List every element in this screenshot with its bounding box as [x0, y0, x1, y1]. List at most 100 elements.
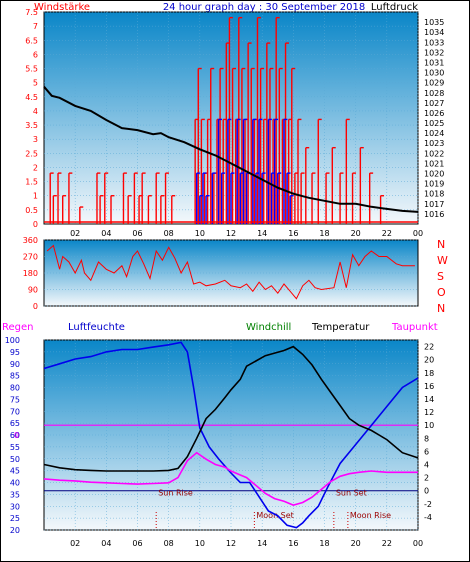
humidity-tick-label: 20: [10, 526, 20, 535]
pressure-tick-label: 1017: [424, 200, 444, 209]
hour-axis-ticks: 02 04 06 08 10 12 14 16 18 20 22 00: [70, 229, 423, 238]
humidity-tick-label: 90: [10, 360, 20, 369]
taupunkt-label: Taupunkt: [391, 322, 438, 333]
wind-tick-label: 1.5: [25, 178, 38, 187]
humidity-tick-label: 25: [10, 514, 20, 523]
wind-bars: [44, 16, 418, 224]
hour-tick-label: 22: [382, 229, 392, 238]
humidity-tick-label: 65: [10, 419, 20, 428]
temperature-tick-label: -2: [424, 500, 432, 509]
bottom-hour-tick-label: 06: [132, 539, 142, 548]
compass-label: N: [437, 302, 445, 315]
wind-direction-grid: [44, 239, 418, 307]
wind-axis-ticks: 0 0.5 1 1.5 2 2.5 3 3.5 4 4.5 5 5.5 6 6.5 7 7.5: [25, 8, 38, 229]
hour-tick-label: 18: [319, 229, 329, 238]
luftfeuchte-line: [43, 341, 419, 529]
pressure-line-path: [43, 86, 419, 213]
temperature-tick-label: 0: [424, 487, 429, 496]
humidity-tick-label: 35: [10, 490, 20, 499]
wind-tick-label: 2: [33, 163, 38, 172]
wind-pressure-grid: [44, 11, 419, 224]
temperature-tick-label: 18: [424, 369, 434, 378]
hour-tick-label: 20: [351, 229, 361, 238]
pressure-axis-title: Luftdruck: [371, 2, 418, 13]
wind-tick-label: 3.5: [25, 121, 38, 130]
pressure-tick-label: 1021: [424, 159, 444, 168]
pressure-tick-label: 1022: [424, 149, 444, 158]
humidity-temperature-lines: [43, 341, 419, 529]
pressure-tick-label: 1033: [424, 38, 444, 47]
compass-label: O: [437, 286, 446, 299]
temperature-tick-label: 10: [424, 421, 434, 430]
humidity-tick-label: 30: [10, 502, 20, 511]
event-label-sun-set: Sun Set: [336, 489, 367, 498]
temperature-tick-label: 8: [424, 434, 429, 443]
humidity-tick-label: 85: [10, 372, 20, 381]
hour-tick-label: 04: [101, 229, 111, 238]
direction-tick-label: 270: [23, 253, 38, 262]
bottom-hour-tick-label: 18: [319, 539, 329, 548]
humidity-tick-label: 45: [10, 467, 20, 476]
regen-zero-label: 0: [14, 431, 19, 440]
pressure-tick-label: 1019: [424, 180, 444, 189]
wind-tick-label: 5.5: [25, 65, 38, 74]
bottom-hour-tick-label: 08: [164, 539, 174, 548]
pressure-tick-label: 1032: [424, 48, 444, 57]
hour-tick-label: 02: [70, 229, 80, 238]
temperatur-line: [43, 345, 419, 472]
wind-tick-label: 1: [33, 192, 38, 201]
direction-tick-label: 180: [23, 269, 38, 278]
compass-label: S: [437, 270, 444, 283]
wind-tick-label: 6.5: [25, 36, 38, 45]
pressure-tick-label: 1028: [424, 89, 444, 98]
temperature-tick-label: 20: [424, 356, 434, 365]
wind-tick-label: 7.5: [25, 8, 38, 17]
bottom-hour-tick-label: 16: [288, 539, 298, 548]
pressure-tick-label: 1029: [424, 79, 444, 88]
humidity-tick-label: 100: [5, 336, 20, 345]
humidity-tick-label: 55: [10, 443, 20, 452]
humidity-temperature-grid: [44, 339, 419, 531]
temperature-tick-label: 6: [424, 447, 429, 456]
humidity-tick-label: 70: [10, 407, 20, 416]
wind-tick-label: 4.5: [25, 93, 38, 102]
bottom-hour-tick-label: 12: [226, 539, 236, 548]
bottom-hour-tick-label: 10: [195, 539, 205, 548]
bottom-hour-tick-label: 20: [351, 539, 361, 548]
temperature-axis-ticks: -4 -2 0 2 4 6 8 10 12 14 16 18 20 22: [424, 343, 434, 522]
bottom-hour-tick-label: 14: [257, 539, 267, 548]
temperature-tick-label: 12: [424, 408, 434, 417]
chart-title: 24 hour graph day : 30 September 2018: [163, 2, 365, 13]
pressure-tick-label: 1018: [424, 190, 444, 199]
hour-tick-label: 14: [257, 229, 267, 238]
pressure-tick-label: 1026: [424, 109, 444, 118]
bottom-hour-tick-label: 02: [70, 539, 80, 548]
bottom-hour-axis-ticks: 02 04 06 08 10 12 14 16 18 20 22 00: [70, 539, 423, 548]
wind-tick-label: 5: [33, 79, 38, 88]
hour-tick-label: 00: [413, 229, 423, 238]
direction-tick-label: 0: [33, 302, 38, 311]
humidity-tick-label: 60: [10, 431, 20, 440]
wind-tick-label: 6: [33, 50, 38, 59]
pressure-line: [43, 86, 419, 213]
wind-tick-label: 3: [33, 135, 38, 144]
hour-tick-label: 08: [164, 229, 174, 238]
hour-tick-label: 10: [195, 229, 205, 238]
temperature-tick-label: 2: [424, 474, 429, 483]
taupunkt-line: [43, 451, 418, 506]
pressure-tick-label: 1034: [424, 28, 444, 37]
hour-tick-label: 06: [132, 229, 142, 238]
humidity-tick-label: 40: [10, 479, 20, 488]
wind-pressure-panel: 00.511.522.533.544.555.566.577.5 1016101…: [25, 8, 444, 238]
windchill-label: Windchill: [246, 322, 291, 333]
wind-direction-line: [46, 244, 415, 300]
bottom-hour-tick-label: 22: [382, 539, 392, 548]
sun-moon-markers: Sun Rise Moon Set Sun Set Moon Rise: [155, 489, 391, 530]
pressure-tick-label: 1016: [424, 210, 444, 219]
pressure-tick-label: 1030: [424, 69, 444, 78]
hour-tick-label: 16: [288, 229, 298, 238]
